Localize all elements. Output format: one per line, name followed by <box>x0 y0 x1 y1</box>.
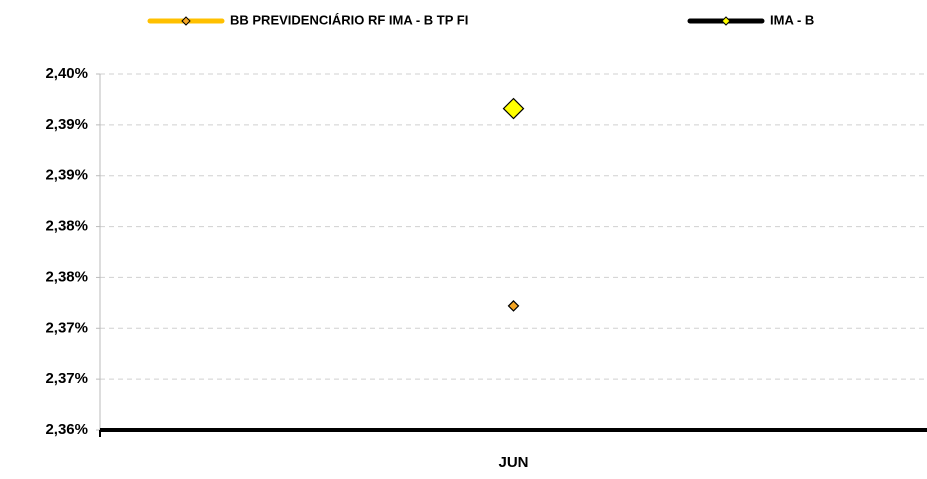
y-tick-label: 2,36% <box>45 421 88 438</box>
data-point <box>507 300 520 312</box>
y-tick-label: 2,38% <box>45 218 88 235</box>
y-tick-label: 2,37% <box>45 370 88 387</box>
y-tick-label: 2,40% <box>45 65 88 82</box>
legend-marker <box>181 16 191 26</box>
legend-label: BB PREVIDENCIÁRIO RF IMA - B TP FI <box>230 12 468 27</box>
y-tick-label: 2,39% <box>45 167 88 184</box>
y-tick-label: 2,37% <box>45 319 88 336</box>
legend-label: IMA - B <box>770 12 814 27</box>
legend-marker <box>721 16 731 26</box>
y-tick-label: 2,39% <box>45 116 88 133</box>
y-tick-label: 2,38% <box>45 268 88 285</box>
data-point <box>502 97 525 120</box>
x-tick-label: JUN <box>498 454 528 471</box>
